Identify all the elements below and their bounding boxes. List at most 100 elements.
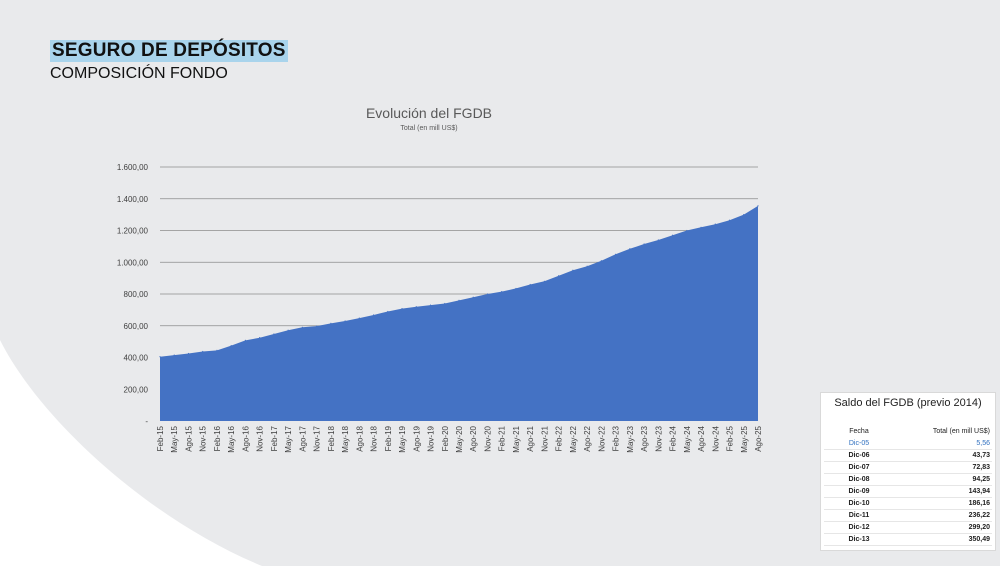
x-tick-label: Feb-19: [384, 425, 393, 451]
x-tick-label: Ago-16: [241, 425, 250, 451]
y-tick-label: 800,00: [124, 290, 149, 299]
x-tick-label: Ago-19: [412, 425, 421, 451]
data-point: [657, 239, 659, 241]
table-row: Dic-06 43,73: [824, 450, 992, 462]
data-point: [643, 243, 645, 245]
data-point: [629, 248, 631, 250]
area-chart: Evolución del FGDB Total (en mill US$) -…: [117, 105, 763, 453]
data-point: [572, 269, 574, 271]
table-row: Dic-09 143,94: [824, 486, 992, 498]
table-row: Dic-12 299,20: [824, 522, 992, 534]
series-area-layer: [159, 205, 759, 421]
cell-total: 72,83: [972, 464, 990, 471]
y-tick-label: 1.000,00: [117, 258, 149, 267]
data-point: [429, 304, 432, 306]
x-tick-label: May-15: [170, 425, 179, 452]
table-row: Dic-11 236,22: [824, 510, 992, 522]
page-title: SEGURO DE DEPÓSITOS: [50, 40, 288, 62]
series-area: [160, 205, 758, 421]
x-tick-label: Nov-19: [427, 425, 436, 451]
x-tick-label: Feb-25: [726, 425, 735, 451]
x-tick-label: Nov-20: [483, 425, 492, 451]
cell-total: 236,22: [968, 512, 990, 519]
x-tick-label: May-18: [341, 425, 350, 452]
x-tick-label: Feb-20: [441, 425, 450, 451]
data-point: [501, 291, 503, 293]
x-tick-label: Nov-24: [711, 425, 720, 451]
data-point: [743, 214, 745, 216]
x-tick-label: Feb-16: [213, 425, 222, 451]
cell-fecha: Dic-06: [848, 452, 870, 459]
cell-fecha: Dic-11: [848, 512, 870, 519]
x-tick-label: Nov-22: [597, 425, 606, 451]
cell-fecha: Dic-08: [848, 476, 870, 483]
table-row: Dic-07 72,83: [824, 462, 992, 474]
x-tick-label: Ago-20: [469, 425, 478, 451]
data-point: [259, 337, 261, 339]
data-point: [173, 354, 175, 356]
table-title: Saldo del FGDB (previo 2014): [834, 397, 982, 409]
y-tick-label: 1.400,00: [117, 195, 149, 204]
x-tick-label: Ago-23: [640, 425, 649, 451]
data-point: [202, 350, 204, 353]
data-point: [159, 356, 161, 358]
fgdb-balance-table: Saldo del FGDB (previo 2014) Fecha Total…: [820, 392, 996, 551]
data-point: [700, 226, 702, 228]
data-point: [216, 349, 218, 351]
data-point: [415, 306, 417, 308]
x-tick-label: Feb-24: [669, 425, 678, 451]
y-axis-ticks: - 200,00 400,00 600,00 800,00 1.000,00 1.200,0…: [117, 163, 149, 426]
data-point: [714, 223, 716, 225]
cell-fecha: Dic-10: [848, 500, 870, 507]
x-tick-label: Ago-15: [184, 425, 193, 451]
data-point: [728, 219, 731, 221]
header-total: Total (en mill US$): [932, 428, 990, 435]
x-tick-label: Ago-18: [355, 425, 364, 451]
cell-total: 350,49: [968, 536, 990, 543]
chart-title: Evolución del FGDB: [366, 105, 492, 121]
data-point: [486, 293, 489, 295]
data-point: [529, 283, 531, 286]
table-row: Dic-13 350,49: [824, 534, 992, 546]
x-tick-label: May-20: [455, 425, 464, 452]
cell-fecha: Dic-13: [848, 536, 870, 543]
cell-total: 299,20: [968, 524, 990, 531]
x-tick-label: Feb-17: [270, 425, 279, 451]
x-tick-label: Nov-21: [540, 425, 549, 451]
x-tick-label: Ago-25: [754, 425, 763, 451]
cell-fecha: Dic-07: [848, 464, 870, 471]
x-tick-label: May-21: [512, 425, 521, 452]
cell-total: 186,16: [968, 500, 990, 507]
x-tick-label: Nov-17: [313, 425, 322, 451]
data-point: [600, 260, 602, 262]
y-tick-label: 1.200,00: [117, 227, 149, 236]
y-tick-label: 400,00: [124, 354, 149, 363]
x-tick-label: May-22: [569, 425, 578, 452]
data-point: [387, 310, 389, 313]
data-point: [230, 344, 232, 347]
x-tick-label: May-24: [683, 425, 692, 452]
table-row: Dic-05 5,56: [824, 438, 992, 450]
x-tick-label: Ago-24: [697, 425, 706, 451]
x-tick-label: Nov-18: [370, 425, 379, 451]
data-point: [444, 302, 446, 305]
data-point: [301, 326, 303, 328]
x-tick-label: Feb-21: [498, 425, 507, 451]
data-point: [344, 320, 346, 322]
data-point: [273, 333, 275, 335]
cell-total: 5,56: [976, 440, 990, 447]
cell-total: 94,25: [972, 476, 990, 483]
x-tick-label: Nov-16: [256, 425, 265, 451]
table-row: Dic-10 186,16: [824, 498, 992, 510]
x-tick-label: Feb-18: [327, 425, 336, 451]
data-point: [358, 317, 360, 319]
cell-fecha: Dic-12: [848, 524, 870, 531]
data-point: [330, 322, 332, 324]
data-point: [287, 329, 289, 331]
table-header-row: Fecha Total (en mill US$): [824, 426, 992, 437]
data-point: [316, 325, 318, 327]
y-tick-label: 200,00: [124, 385, 149, 394]
x-tick-label: Ago-21: [526, 425, 535, 451]
chart-subtitle: Total (en mill US$): [400, 125, 457, 132]
